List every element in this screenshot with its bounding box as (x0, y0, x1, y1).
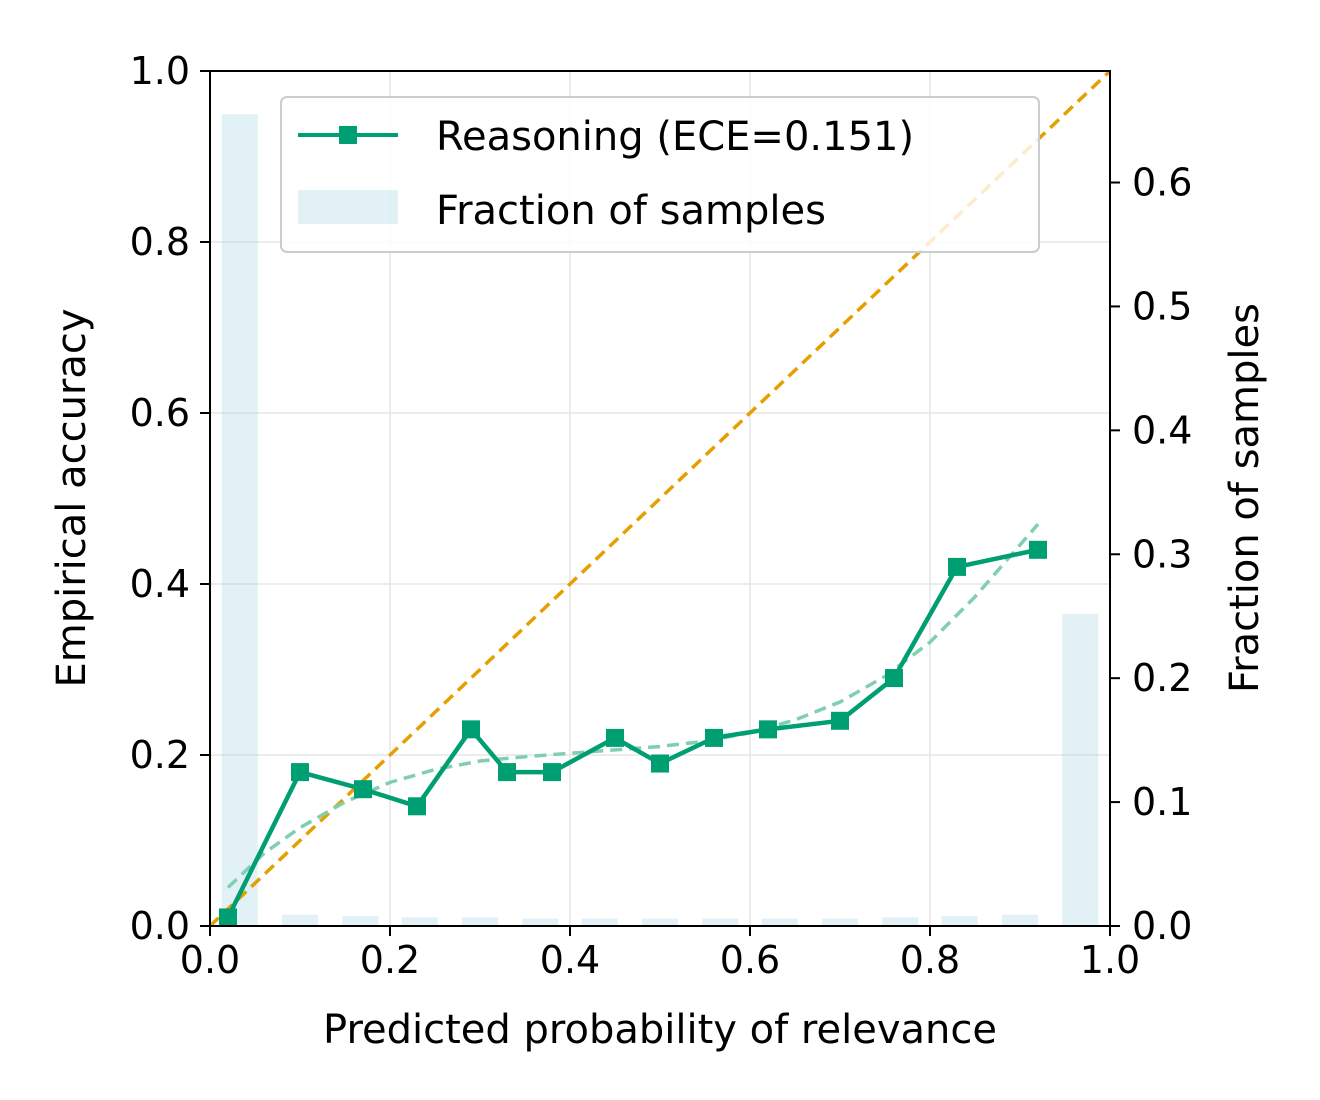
legend: Reasoning (ECE=0.151) Fraction of sample… (280, 96, 1040, 253)
series-point (831, 711, 849, 730)
y2-tick-label: 0.0 (1132, 904, 1192, 948)
y-tick-label: 0.4 (130, 562, 190, 606)
x-tick-label: 0.4 (540, 938, 600, 982)
series-point (408, 797, 426, 816)
legend-patch-swatch (298, 190, 398, 224)
histogram-bar (821, 918, 859, 926)
y-axis-label: Empirical accuracy (49, 308, 95, 687)
histogram-bar (581, 918, 618, 926)
histogram-bar (401, 917, 438, 926)
y-tick-label: 0.8 (130, 220, 190, 264)
y-tick-label: 0.6 (130, 391, 190, 435)
x-tick-label: 1.0 (1080, 938, 1140, 982)
series-line (225, 547, 1039, 919)
histogram-bar (941, 916, 978, 926)
x-tick-label: 0.0 (180, 938, 240, 982)
y-tick-label: 1.0 (130, 49, 190, 93)
y-axis-ticks: 0.0 0.2 0.4 0.6 0.8 1.0 (130, 49, 210, 948)
series-point (606, 728, 624, 747)
histogram-bar (1062, 613, 1099, 926)
series-point (705, 728, 723, 747)
x-axis-label: Predicted probability of relevance (323, 1007, 997, 1053)
histogram-bars (221, 114, 1099, 926)
series-point (219, 908, 237, 927)
histogram-bar (761, 918, 798, 926)
histogram-bar (1001, 914, 1039, 926)
series-point (948, 557, 966, 576)
y2-tick-label: 0.3 (1132, 532, 1192, 576)
series-point (462, 720, 480, 739)
legend-square-marker (339, 126, 357, 144)
trend-polyline (226, 523, 1040, 889)
series-point (759, 720, 777, 739)
y2-tick-label: 0.5 (1132, 284, 1192, 328)
y2-tick-label: 0.2 (1132, 656, 1192, 700)
x-tick-label: 0.2 (360, 938, 420, 982)
y-tick-label: 0.2 (130, 733, 190, 777)
histogram-bar (882, 917, 919, 926)
plot-frame (209, 70, 1111, 927)
x-axis-ticks: 0.0 0.2 0.4 0.6 0.8 1.0 (180, 926, 1140, 982)
x-tick-label: 0.6 (720, 938, 780, 982)
histogram-bar (221, 114, 258, 926)
series-point (291, 763, 309, 782)
y-tick-label: 0.0 (130, 904, 190, 948)
y2-tick-label: 0.4 (1132, 408, 1192, 452)
trend-line (226, 523, 1040, 889)
legend-label-reasoning: Reasoning (ECE=0.151) (436, 114, 914, 160)
y2-tick-label: 0.1 (1132, 780, 1192, 824)
series-point (651, 754, 669, 773)
histogram-bar (702, 918, 739, 926)
legend-box (280, 96, 1040, 253)
x-tick-label: 0.8 (900, 938, 960, 982)
reasoning-series (219, 540, 1047, 927)
series-point (498, 763, 516, 782)
y2-tick-label: 0.6 (1132, 161, 1192, 205)
series-point (354, 780, 372, 799)
series-point (885, 669, 903, 688)
histogram-bar (461, 917, 499, 926)
histogram-bar (281, 914, 319, 926)
histogram-bar (522, 918, 559, 926)
series-point (543, 763, 561, 782)
histogram-bar (342, 916, 379, 926)
legend-label-fraction: Fraction of samples (436, 188, 826, 234)
y2-axis-label: Fraction of samples (1222, 303, 1268, 693)
series-point (1029, 540, 1047, 559)
y2-axis-ticks: 0.0 0.1 0.2 0.3 0.4 0.5 0.6 (1110, 161, 1192, 948)
histogram-bar (641, 918, 679, 926)
